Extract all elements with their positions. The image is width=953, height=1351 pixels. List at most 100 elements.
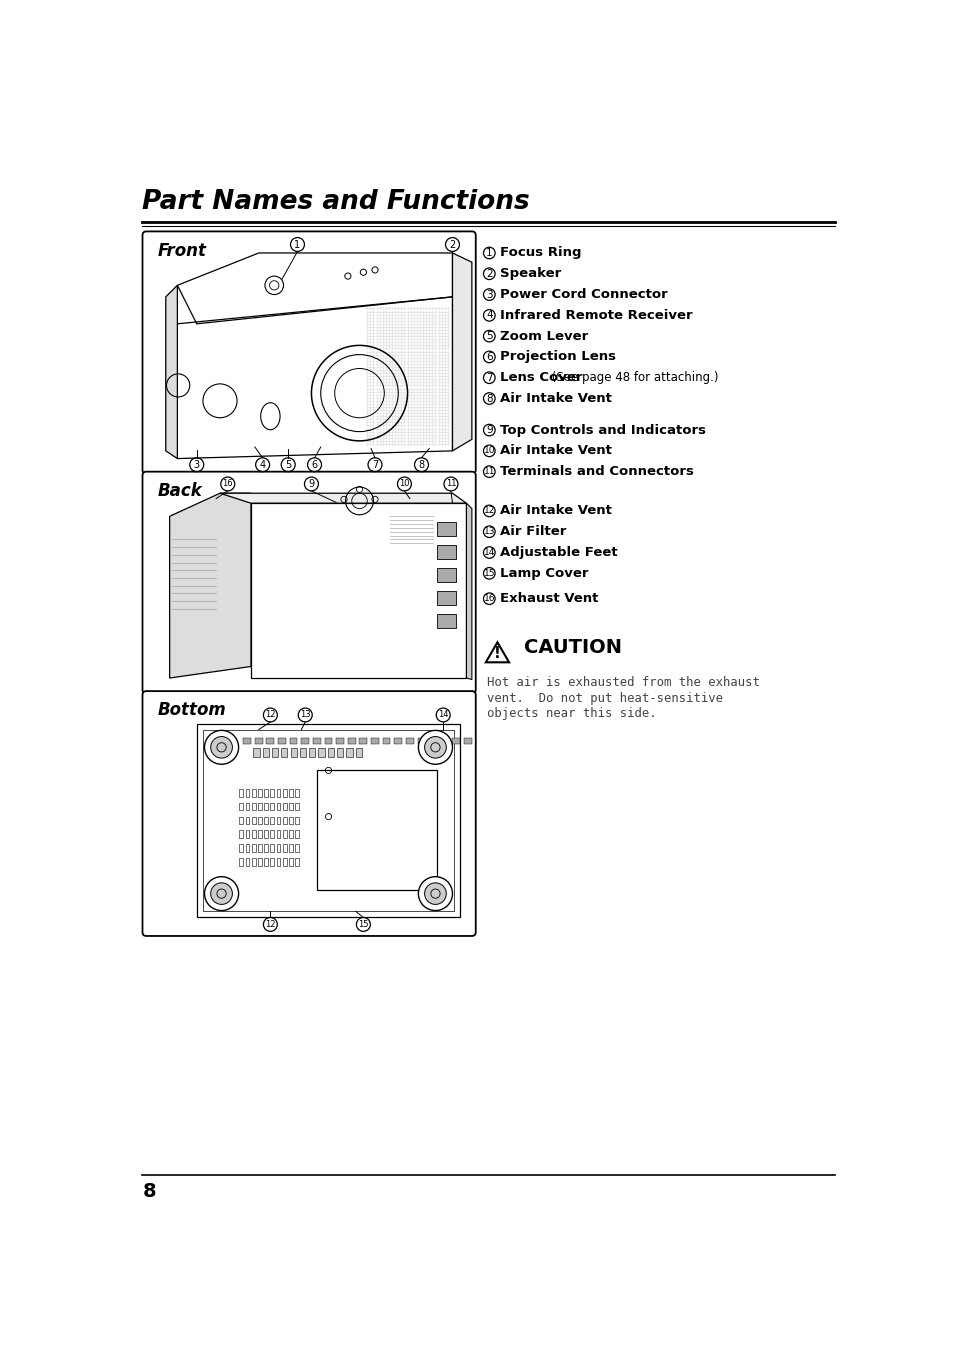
Bar — [299, 748, 306, 758]
Bar — [289, 831, 293, 838]
Bar — [309, 748, 315, 758]
Bar — [371, 738, 378, 744]
Bar — [257, 802, 261, 811]
Bar — [278, 738, 286, 744]
Text: Speaker: Speaker — [499, 267, 560, 280]
Polygon shape — [220, 493, 466, 503]
Bar — [272, 748, 278, 758]
Circle shape — [418, 877, 452, 911]
Bar — [289, 816, 293, 824]
Bar — [291, 748, 296, 758]
Bar — [252, 858, 255, 866]
Bar — [276, 844, 280, 852]
Bar — [394, 738, 402, 744]
Bar — [289, 858, 293, 866]
Bar — [276, 789, 280, 797]
FancyBboxPatch shape — [142, 231, 476, 474]
Bar — [294, 789, 298, 797]
Bar — [276, 816, 280, 824]
Bar — [264, 831, 268, 838]
Bar — [355, 748, 361, 758]
Text: Back: Back — [157, 482, 202, 500]
Bar — [257, 858, 261, 866]
Bar — [239, 816, 243, 824]
Text: 12: 12 — [265, 920, 275, 929]
Bar — [452, 738, 459, 744]
Text: 7: 7 — [372, 459, 377, 470]
Text: 14: 14 — [483, 549, 495, 557]
Polygon shape — [170, 493, 251, 678]
Text: 7: 7 — [485, 373, 492, 382]
Bar — [294, 858, 298, 866]
Bar — [282, 816, 286, 824]
Bar — [262, 748, 269, 758]
Bar — [348, 738, 355, 744]
Text: 6: 6 — [485, 351, 492, 362]
Bar — [264, 858, 268, 866]
Text: 3: 3 — [485, 289, 492, 300]
Polygon shape — [166, 285, 177, 458]
Bar — [266, 738, 274, 744]
Text: (See page 48 for attaching.): (See page 48 for attaching.) — [547, 372, 718, 384]
Bar — [335, 738, 344, 744]
Bar — [239, 831, 243, 838]
Bar — [301, 738, 309, 744]
Text: 9: 9 — [308, 480, 314, 489]
Bar — [264, 844, 268, 852]
Text: Adjustable Feet: Adjustable Feet — [499, 546, 617, 559]
Text: Air Intake Vent: Air Intake Vent — [499, 444, 611, 458]
Circle shape — [211, 736, 233, 758]
Bar — [270, 858, 274, 866]
Text: Infrared Remote Receiver: Infrared Remote Receiver — [499, 309, 692, 322]
Bar — [257, 789, 261, 797]
Bar — [252, 816, 255, 824]
Bar — [264, 816, 268, 824]
Bar — [253, 748, 259, 758]
Text: Front: Front — [157, 242, 206, 259]
Text: 12: 12 — [265, 711, 275, 720]
Text: 16: 16 — [222, 480, 233, 489]
Bar — [245, 802, 249, 811]
Bar — [276, 831, 280, 838]
Circle shape — [211, 882, 233, 904]
Text: 13: 13 — [483, 527, 495, 536]
FancyBboxPatch shape — [436, 590, 456, 605]
Bar — [264, 802, 268, 811]
Text: Hot air is exhausted from the exhaust: Hot air is exhausted from the exhaust — [487, 676, 760, 689]
Bar — [289, 789, 293, 797]
Bar — [313, 738, 320, 744]
Bar — [290, 738, 297, 744]
Bar — [270, 844, 274, 852]
Bar — [245, 831, 249, 838]
FancyBboxPatch shape — [436, 615, 456, 628]
Bar — [239, 789, 243, 797]
Bar — [440, 738, 448, 744]
Bar — [257, 816, 261, 824]
Bar — [294, 816, 298, 824]
Bar — [270, 816, 274, 824]
Circle shape — [424, 882, 446, 904]
Text: 5: 5 — [485, 331, 492, 342]
Text: 15: 15 — [357, 920, 368, 929]
FancyBboxPatch shape — [142, 692, 476, 936]
Circle shape — [424, 736, 446, 758]
Bar — [417, 738, 425, 744]
Text: 16: 16 — [483, 594, 495, 603]
Bar — [196, 724, 459, 917]
Bar — [282, 789, 286, 797]
Circle shape — [204, 877, 238, 911]
Bar — [328, 748, 334, 758]
Text: 13: 13 — [299, 711, 311, 720]
Bar — [257, 844, 261, 852]
Text: Exhaust Vent: Exhaust Vent — [499, 592, 598, 605]
Text: !: ! — [494, 646, 500, 661]
Polygon shape — [466, 503, 472, 680]
Text: Lamp Cover: Lamp Cover — [499, 567, 588, 580]
Text: 8: 8 — [142, 1182, 156, 1201]
Bar — [239, 802, 243, 811]
FancyBboxPatch shape — [436, 544, 456, 559]
Text: 4: 4 — [259, 459, 265, 470]
Bar — [245, 844, 249, 852]
Bar — [257, 831, 261, 838]
Bar — [429, 738, 436, 744]
